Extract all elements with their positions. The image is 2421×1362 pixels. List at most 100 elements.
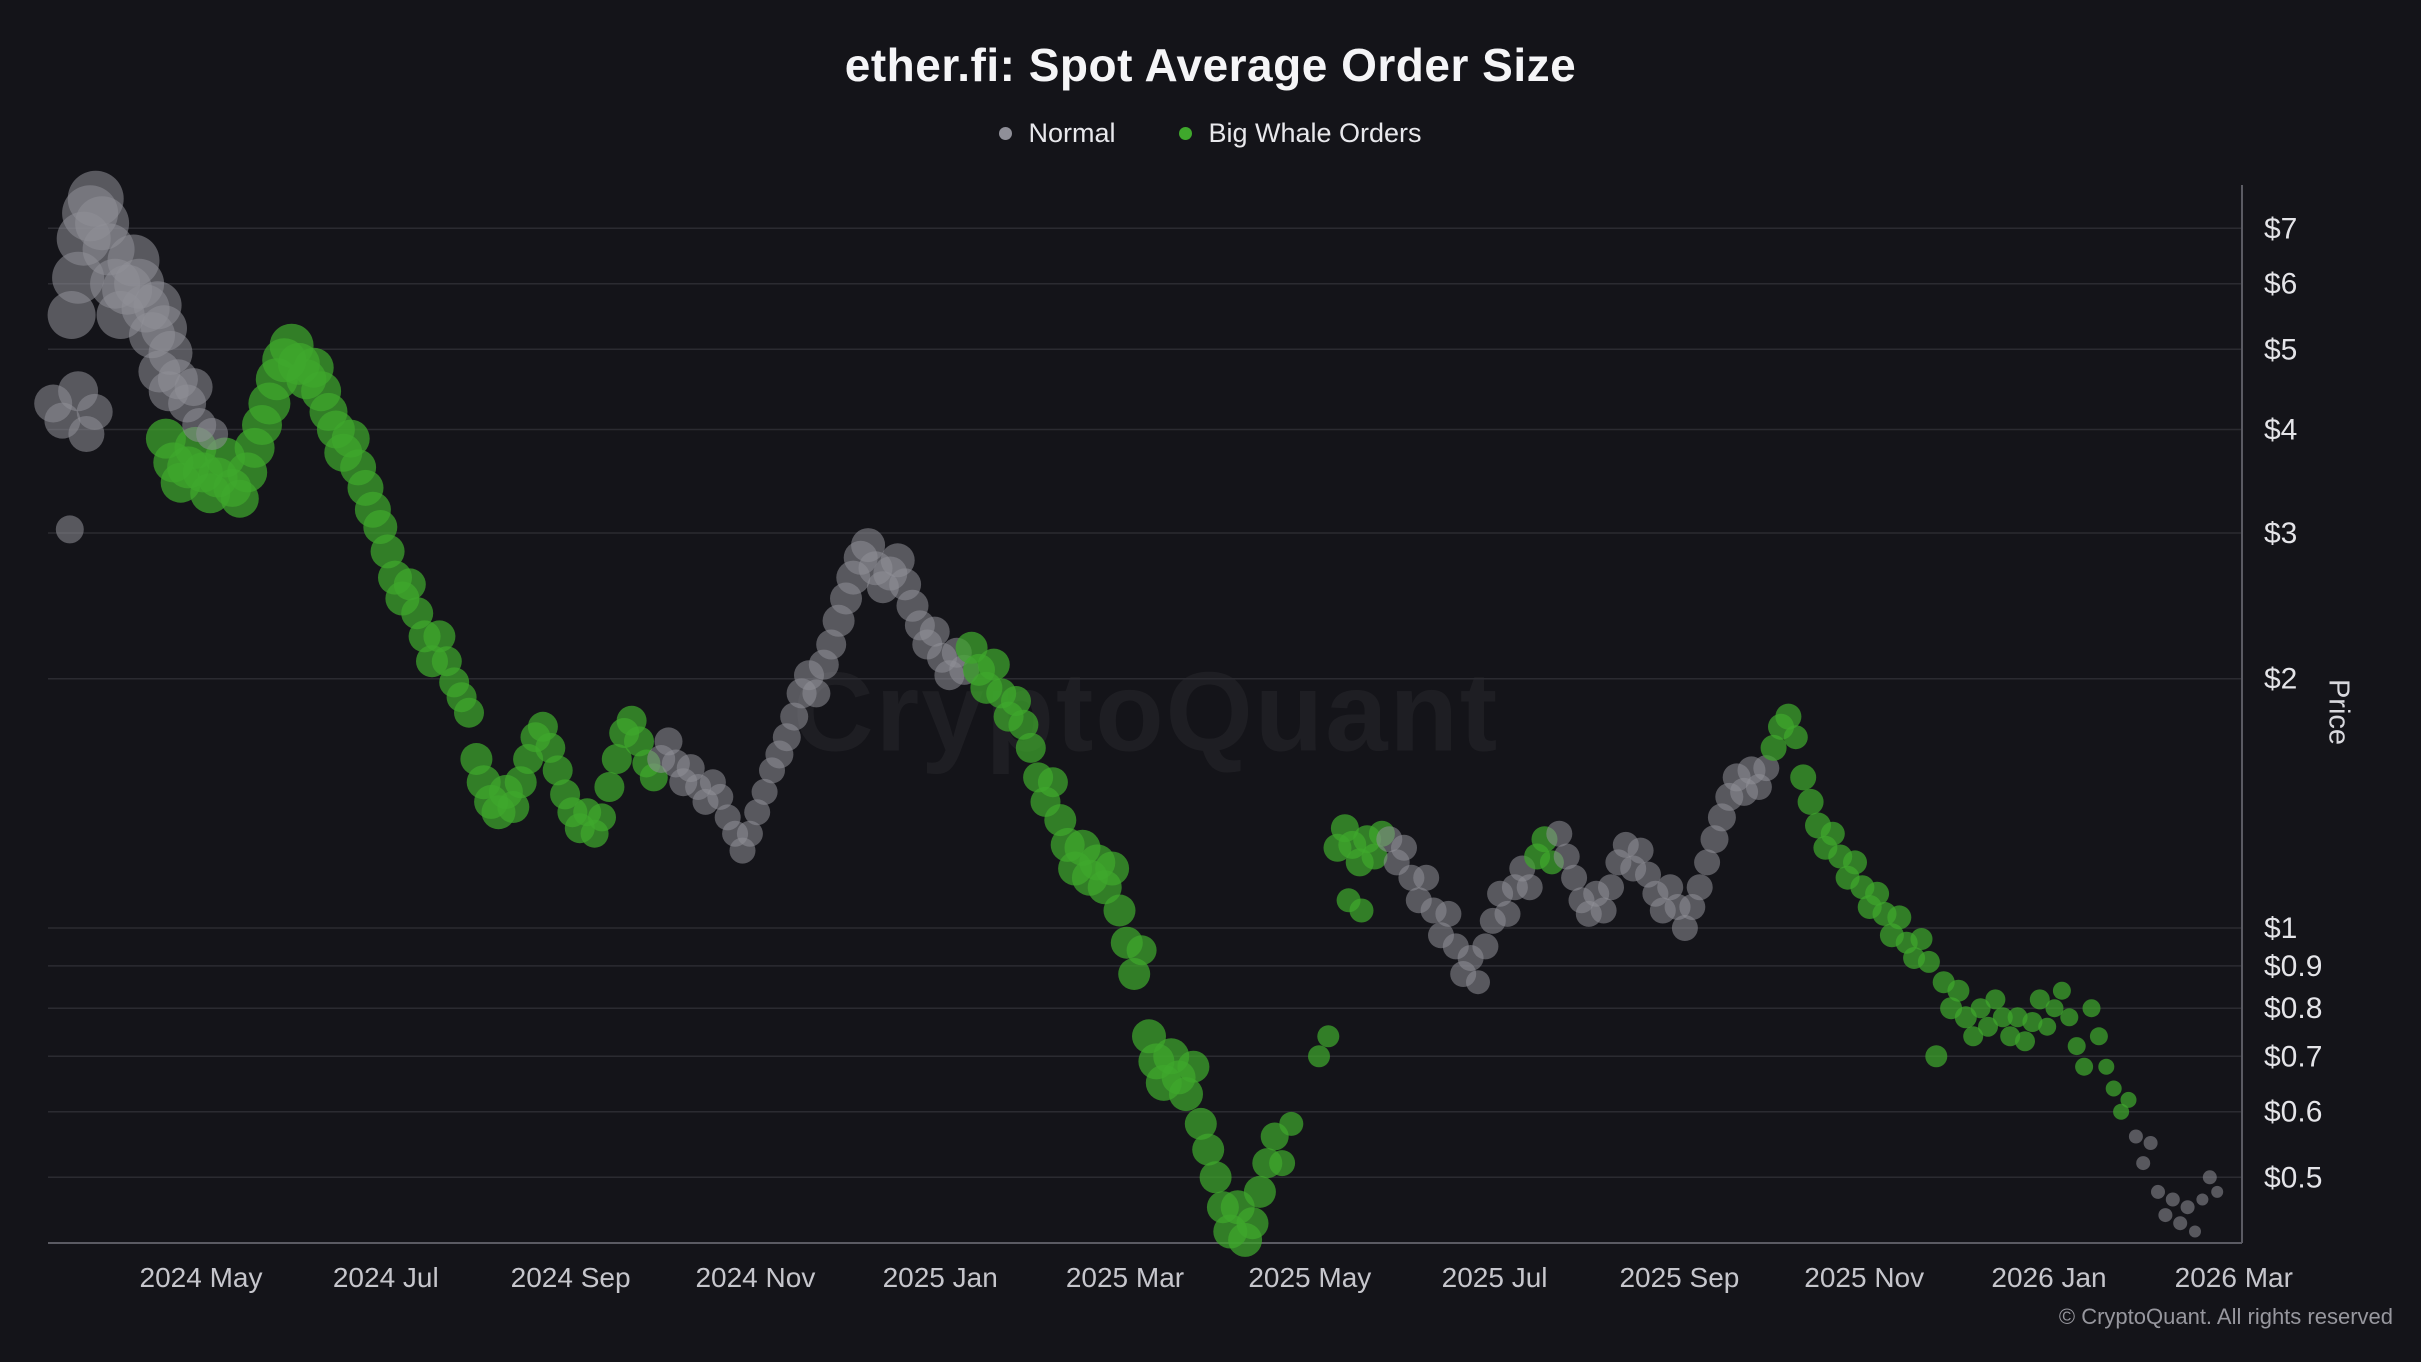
data-point-whale: [331, 419, 370, 458]
data-point-whale: [1269, 1150, 1296, 1177]
data-point-normal: [1435, 900, 1462, 927]
x-tick-label: 2025 Mar: [1066, 1262, 1184, 1293]
y-tick-label: $2: [2264, 663, 2297, 696]
y-tick-label: $0.9: [2264, 950, 2322, 983]
legend-item-big-whale-orders[interactable]: Big Whale Orders: [1179, 118, 1422, 149]
data-point-normal: [744, 799, 771, 826]
data-point-whale: [1015, 732, 1046, 763]
data-point-whale: [1169, 1077, 1203, 1112]
data-point-normal: [919, 616, 950, 647]
normal-series-dot-icon: [999, 127, 1013, 140]
y-tick-label: $0.7: [2264, 1040, 2322, 1073]
data-point-normal: [174, 368, 213, 407]
y-tick-label: $6: [2264, 268, 2297, 301]
data-point-whale: [1243, 1175, 1276, 1208]
data-point-whale: [1978, 1016, 1998, 1037]
data-point-whale: [1192, 1133, 1225, 1166]
data-point-normal: [1671, 915, 1698, 941]
cryptoquant-watermark: CryptoQuant: [792, 649, 1500, 775]
data-point-whale: [1236, 1207, 1269, 1240]
data-point-whale: [454, 697, 484, 728]
y-axis-title: Price: [2322, 678, 2355, 746]
data-point-whale: [1317, 1025, 1340, 1048]
data-point-whale: [2113, 1103, 2130, 1120]
data-point-whale: [2105, 1080, 2122, 1097]
data-point-whale: [1037, 767, 1068, 798]
data-point-whale: [1790, 764, 1817, 791]
legend-label-big-whale-orders: Big Whale Orders: [1208, 118, 1422, 148]
y-tick-label: $4: [2264, 413, 2297, 446]
data-point-whale: [1177, 1050, 1210, 1083]
data-point-normal: [2173, 1216, 2188, 1231]
data-point-whale: [504, 766, 537, 799]
data-point-normal: [2211, 1185, 2224, 1198]
x-tick-label: 2025 Jul: [1442, 1262, 1548, 1293]
legend: Normal Big Whale Orders: [0, 118, 2421, 149]
data-point-whale: [1349, 898, 1374, 923]
data-point-normal: [1561, 864, 1588, 891]
data-point-normal: [2128, 1129, 2143, 1144]
data-point-whale: [1118, 958, 1151, 990]
data-point-whale: [1887, 905, 1912, 930]
data-point-whale: [535, 732, 566, 763]
data-point-normal: [1627, 837, 1654, 864]
x-tick-label: 2025 May: [1248, 1262, 1371, 1293]
legend-label-normal: Normal: [1028, 118, 1116, 148]
data-point-normal: [1413, 864, 1440, 891]
data-point-whale: [1865, 881, 1890, 906]
data-point-normal: [751, 778, 778, 805]
data-point-normal: [1590, 897, 1617, 924]
x-tick-label: 2025 Sep: [1619, 1262, 1739, 1293]
data-point-whale: [2120, 1091, 2137, 1108]
data-point-normal: [1686, 874, 1713, 901]
data-point-whale: [2075, 1057, 2094, 1076]
whale-series-dot-icon: [1179, 127, 1193, 140]
data-point-normal: [1546, 820, 1573, 847]
data-point-normal: [2189, 1225, 2201, 1238]
data-point-normal: [1494, 900, 1521, 927]
data-point-normal: [707, 783, 734, 810]
data-point-whale: [1184, 1107, 1217, 1140]
data-point-whale: [601, 744, 632, 774]
data-point-normal: [802, 679, 831, 708]
data-point-whale: [423, 620, 456, 653]
data-point-normal: [2151, 1184, 2165, 1199]
data-point-whale: [588, 803, 616, 832]
data-point-normal: [2143, 1136, 2158, 1150]
legend-item-normal[interactable]: Normal: [999, 118, 1115, 149]
data-point-whale: [1970, 998, 1991, 1019]
chart-title: ether.fi: Spot Average Order Size: [844, 39, 1577, 91]
data-point-normal: [654, 727, 683, 756]
copyright-note: © CryptoQuant. All rights reserved: [2058, 1304, 2393, 1329]
data-point-whale: [1001, 686, 1031, 716]
data-point-whale: [2089, 1027, 2108, 1046]
data-point-normal: [816, 629, 847, 660]
data-point-whale: [594, 772, 625, 802]
data-point-normal: [2165, 1192, 2180, 1207]
data-point-whale: [1308, 1045, 1330, 1068]
data-point-normal: [1753, 755, 1780, 782]
data-point-normal: [196, 418, 229, 450]
y-tick-label: $7: [2264, 212, 2297, 245]
data-point-normal: [2202, 1170, 2217, 1185]
data-point-whale: [1992, 1007, 2013, 1028]
data-point-normal: [780, 702, 809, 731]
data-point-whale: [2022, 1012, 2043, 1032]
data-point-normal: [76, 393, 113, 430]
data-point-whale: [1775, 703, 1802, 730]
y-tick-label: $0.6: [2264, 1096, 2322, 1129]
data-point-normal: [1466, 970, 1490, 995]
data-point-whale: [1820, 821, 1845, 846]
data-point-whale: [2038, 1017, 2057, 1036]
y-tick-label: $0.5: [2264, 1161, 2322, 1194]
data-point-whale: [2082, 999, 2101, 1018]
x-tick-label: 2024 Nov: [695, 1262, 815, 1293]
data-point-whale: [1925, 1045, 1948, 1068]
data-point-whale: [2015, 1031, 2035, 1052]
data-point-whale: [2060, 1008, 2079, 1027]
data-point-normal: [1679, 894, 1706, 920]
data-point-normal: [1657, 874, 1684, 901]
data-point-whale: [497, 791, 530, 823]
